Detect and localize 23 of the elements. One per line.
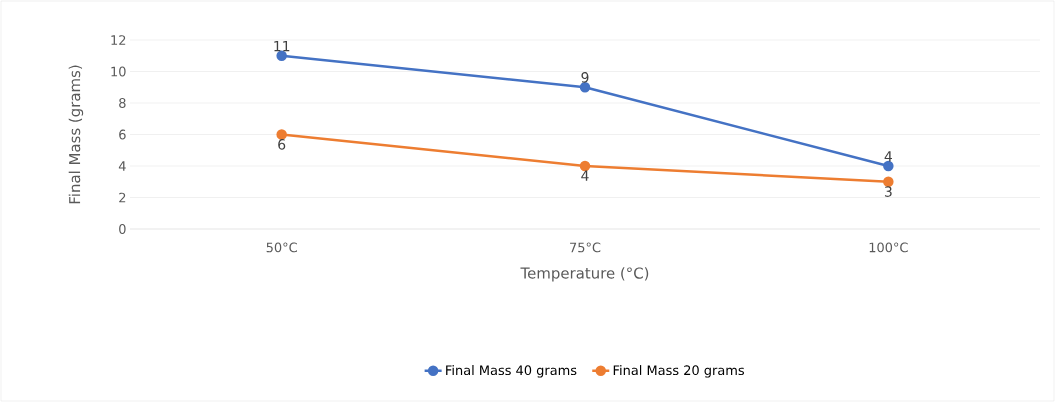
x-axis-title: Temperature (°C) <box>520 267 649 282</box>
data-label: 11 <box>274 41 290 52</box>
y-tick-label: 12 <box>111 35 126 45</box>
data-label: 3 <box>884 186 892 197</box>
y-tick-label: 4 <box>118 161 126 171</box>
point <box>579 82 591 93</box>
x-tick-label: 50°C <box>266 242 297 253</box>
data-label: 4 <box>884 151 892 162</box>
legend-label: Final Mass 40 grams <box>446 365 577 378</box>
x-tick-label: 100°C <box>869 242 908 253</box>
data-label: 4 <box>581 170 589 181</box>
y-tick-label: 0 <box>119 224 126 234</box>
point <box>883 176 894 187</box>
y-axis-title: Final Mass (grams) <box>68 65 84 204</box>
y-tick-label: 8 <box>119 98 126 108</box>
data-label: 6 <box>278 139 286 150</box>
y-tick-label: 6 <box>119 129 126 140</box>
point <box>276 129 287 140</box>
y-tick-label: 2 <box>119 192 126 203</box>
legend-label: Final Mass 20 grams <box>613 365 744 378</box>
data-label: 9 <box>581 72 589 83</box>
y-tick-label: 10 <box>111 66 126 77</box>
x-tick-label: 75°C <box>570 242 601 253</box>
